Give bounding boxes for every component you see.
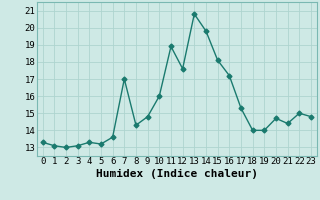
X-axis label: Humidex (Indice chaleur): Humidex (Indice chaleur) bbox=[96, 169, 258, 179]
